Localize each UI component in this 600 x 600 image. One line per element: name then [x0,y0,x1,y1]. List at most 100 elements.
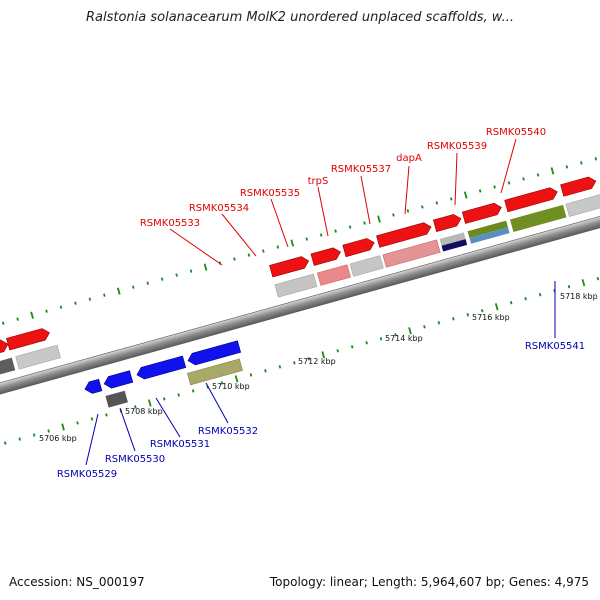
minor-tick [466,313,470,317]
sequence-backbone [0,201,600,405]
minor-tick [18,437,21,441]
major-tick [148,399,152,407]
gene-arrow-forward[interactable] [342,237,376,258]
gene-label[interactable]: RSMK05530 [105,454,165,465]
gene-label[interactable]: RSMK05529 [57,469,117,480]
gene-feature[interactable] [467,220,509,239]
gene-arrow-forward[interactable] [269,255,311,278]
minor-tick [507,181,511,185]
major-tick [117,287,121,295]
gene-arrow-reverse[interactable] [135,355,187,381]
minor-tick [594,157,598,161]
minor-tick [16,317,19,321]
gene-feature[interactable] [349,255,384,277]
topology-summary: Topology: linear; Length: 5,964,607 bp; … [269,575,589,589]
gene-feature[interactable] [316,264,351,286]
leader-line [221,213,257,257]
leader-line [454,152,458,206]
minor-tick [565,165,569,169]
major-tick [550,167,555,175]
minor-tick [262,249,265,253]
gene-label[interactable]: RSMK05532 [198,426,258,437]
gene-feature[interactable] [382,239,441,268]
minor-tick [480,309,484,313]
gene-feature[interactable] [441,239,468,252]
gene-feature[interactable] [565,194,600,217]
minor-tick [538,293,542,297]
gene-arrow-reverse[interactable] [83,378,103,395]
gene-arrow-forward[interactable] [560,175,598,197]
gene-label[interactable]: RSMK05535 [240,188,300,199]
ruler-label: 5718 kbp [560,292,598,301]
leader-line [360,175,371,225]
gene-arrow-forward[interactable] [310,246,342,266]
minor-tick [177,393,180,397]
minor-tick [233,257,236,261]
gene-feature[interactable] [0,357,16,379]
major-tick [234,375,239,383]
minor-tick [276,245,280,249]
leader-line [205,382,229,424]
major-tick [30,311,34,319]
minor-tick [336,349,339,353]
minor-tick [160,277,164,281]
gene-arrow-forward[interactable] [432,213,462,232]
gene-feature[interactable] [105,390,128,408]
minor-tick [1,321,5,325]
minor-tick [3,441,7,445]
minor-tick [59,305,63,309]
minor-tick [394,333,397,337]
gene-feature[interactable] [469,227,510,244]
minor-tick [319,233,323,237]
minor-tick [522,177,525,181]
gene-arrow-forward[interactable] [504,186,559,213]
gene-arrow-reverse[interactable] [186,340,242,367]
leader-line [85,413,99,466]
minor-tick [307,357,311,361]
major-tick [463,191,468,199]
gene-label[interactable]: RSMK05537 [331,164,391,175]
gene-label[interactable]: RSMK05539 [427,141,487,152]
leader-line [119,407,136,452]
leader-line [169,228,223,266]
minor-tick [293,361,296,365]
gene-feature[interactable] [439,232,466,246]
minor-tick [334,229,337,233]
major-tick [203,263,208,271]
gene-feature[interactable] [274,273,318,298]
gene-feature[interactable] [15,344,61,370]
gene-label[interactable]: RSMK05540 [486,127,546,138]
gene-label[interactable]: RSMK05533 [140,218,200,229]
minor-tick [131,285,135,289]
gene-arrow-forward[interactable] [376,221,432,248]
gene-label[interactable]: RSMK05541 [525,341,585,352]
gene-label[interactable]: RSMK05531 [150,439,210,450]
leader-line [270,198,289,248]
minor-tick [134,405,137,409]
major-tick [61,423,65,431]
minor-tick [392,213,395,217]
minor-tick [278,365,282,369]
gene-feature[interactable] [187,358,243,386]
gene-arrow-reverse[interactable] [103,370,134,390]
minor-tick [162,397,166,401]
major-tick [494,303,499,311]
minor-tick [45,309,48,313]
leader-line [155,397,181,438]
major-tick [377,215,381,223]
gene-feature[interactable] [509,204,567,233]
gene-arrow-forward[interactable] [6,327,51,351]
minor-tick [493,185,496,189]
gene-arrow-forward[interactable] [0,338,10,359]
minor-tick [105,413,108,417]
gene-label[interactable]: trpS [308,176,329,187]
minor-tick [264,369,267,373]
minor-tick [88,297,92,301]
minor-tick [379,337,383,341]
gene-label[interactable]: dapA [396,153,422,164]
gene-label[interactable]: RSMK05534 [189,203,249,214]
minor-tick [452,317,455,321]
minor-tick [478,189,482,193]
gene-arrow-forward[interactable] [461,202,503,224]
